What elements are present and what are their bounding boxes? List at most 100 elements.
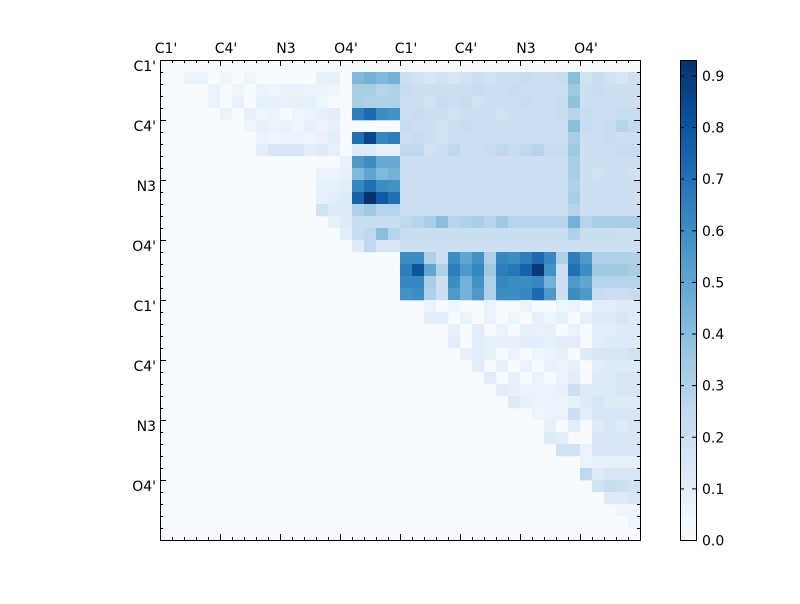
- heatmap-cell: [544, 360, 557, 373]
- colorbar-segment: [680, 476, 696, 481]
- heatmap-cell: [448, 204, 461, 217]
- heatmap-cell: [424, 252, 437, 265]
- heatmap-cell: [616, 156, 629, 169]
- heatmap-cell: [484, 288, 497, 301]
- heatmap-cell: [604, 252, 617, 265]
- heatmap-cell: [400, 288, 413, 301]
- heatmap-cell: [424, 300, 437, 313]
- heatmap-cell: [604, 204, 617, 217]
- heatmap-cell: [556, 372, 569, 385]
- colorbar-segment: [680, 424, 696, 429]
- heatmap-cell: [304, 108, 317, 121]
- colorbar-segment: [680, 200, 696, 205]
- heatmap-cell: [496, 192, 509, 205]
- heatmap-cell: [496, 204, 509, 217]
- heatmap-cell: [304, 120, 317, 133]
- colorbar-segment: [680, 508, 696, 513]
- heatmap-cell: [340, 204, 353, 217]
- heatmap-cell: [328, 84, 341, 97]
- heatmap-cell: [556, 360, 569, 373]
- heatmap-cell: [460, 252, 473, 265]
- heatmap-cell: [580, 132, 593, 145]
- heatmap-cell: [364, 228, 377, 241]
- colorbar-segment: [680, 512, 696, 517]
- colorbar-segment: [680, 280, 696, 285]
- heatmap-cell: [592, 144, 605, 157]
- heatmap-cell: [556, 264, 569, 277]
- colorbar-tick-label: 0.7: [702, 172, 724, 188]
- heatmap-cell: [616, 288, 629, 301]
- colorbar-segment: [680, 332, 696, 337]
- heatmap-cell: [304, 96, 317, 109]
- heatmap-cell: [388, 192, 401, 205]
- heatmap-cell: [556, 96, 569, 109]
- heatmap-cell: [448, 288, 461, 301]
- heatmap-cell: [388, 204, 401, 217]
- heatmap-cell: [388, 240, 401, 253]
- colorbar-segment: [680, 84, 696, 89]
- heatmap-cell: [580, 288, 593, 301]
- heatmap-cell: [400, 240, 413, 253]
- colorbar-segment: [680, 304, 696, 309]
- heatmap-cell: [520, 252, 533, 265]
- heatmap-cell: [484, 132, 497, 145]
- heatmap-cell: [388, 180, 401, 193]
- heatmap-cell: [352, 108, 365, 121]
- heatmap-cell: [556, 288, 569, 301]
- heatmap-cell: [628, 216, 641, 229]
- heatmap-cell: [520, 396, 533, 409]
- heatmap-cell: [400, 72, 413, 85]
- heatmap-cell: [484, 192, 497, 205]
- heatmap-cell: [568, 204, 581, 217]
- heatmap-cell: [544, 432, 557, 445]
- heatmap-cell: [532, 84, 545, 97]
- heatmap-cell: [484, 96, 497, 109]
- colorbar-segment: [680, 400, 696, 405]
- heatmap-cell: [472, 84, 485, 97]
- heatmap-cell: [592, 384, 605, 397]
- colorbar-tick-label: 0.8: [702, 121, 724, 137]
- heatmap-cell: [628, 312, 641, 325]
- heatmap-cell: [568, 396, 581, 409]
- heatmap-cell: [580, 456, 593, 469]
- heatmap-cell: [448, 240, 461, 253]
- heatmap-cell: [460, 264, 473, 277]
- heatmap-cell: [448, 132, 461, 145]
- heatmap-cell: [472, 276, 485, 289]
- heatmap-cell: [496, 168, 509, 181]
- heatmap-cell: [520, 288, 533, 301]
- heatmap-cell: [532, 72, 545, 85]
- heatmap-cell: [592, 444, 605, 457]
- heatmap-cell: [364, 132, 377, 145]
- colorbar-segment: [680, 268, 696, 273]
- heatmap-cell: [616, 204, 629, 217]
- heatmap-cell: [472, 132, 485, 145]
- heatmap-cell: [628, 264, 641, 277]
- heatmap-cell: [388, 156, 401, 169]
- heatmap-cell: [532, 132, 545, 145]
- heatmap-cell: [448, 228, 461, 241]
- heatmap-cell: [508, 180, 521, 193]
- heatmap-cell: [580, 408, 593, 421]
- heatmap-cell: [484, 264, 497, 277]
- heatmap-cell: [628, 156, 641, 169]
- heatmap-cell: [568, 324, 581, 337]
- heatmap-cell: [604, 324, 617, 337]
- heatmap-cell: [532, 252, 545, 265]
- heatmap-cell: [568, 108, 581, 121]
- heatmap-cell: [496, 336, 509, 349]
- colorbar-segment: [680, 136, 696, 141]
- heatmap-cell: [592, 108, 605, 121]
- heatmap-cell: [508, 204, 521, 217]
- colorbar-segment: [680, 216, 696, 221]
- colorbar-segment: [680, 396, 696, 401]
- heatmap-cell: [292, 108, 305, 121]
- heatmap-cell: [592, 420, 605, 433]
- heatmap-cell: [628, 324, 641, 337]
- heatmap-cell: [604, 276, 617, 289]
- heatmap-cell: [544, 132, 557, 145]
- heatmap-cell: [484, 84, 497, 97]
- heatmap-cell: [580, 144, 593, 157]
- heatmap-cell: [256, 120, 269, 133]
